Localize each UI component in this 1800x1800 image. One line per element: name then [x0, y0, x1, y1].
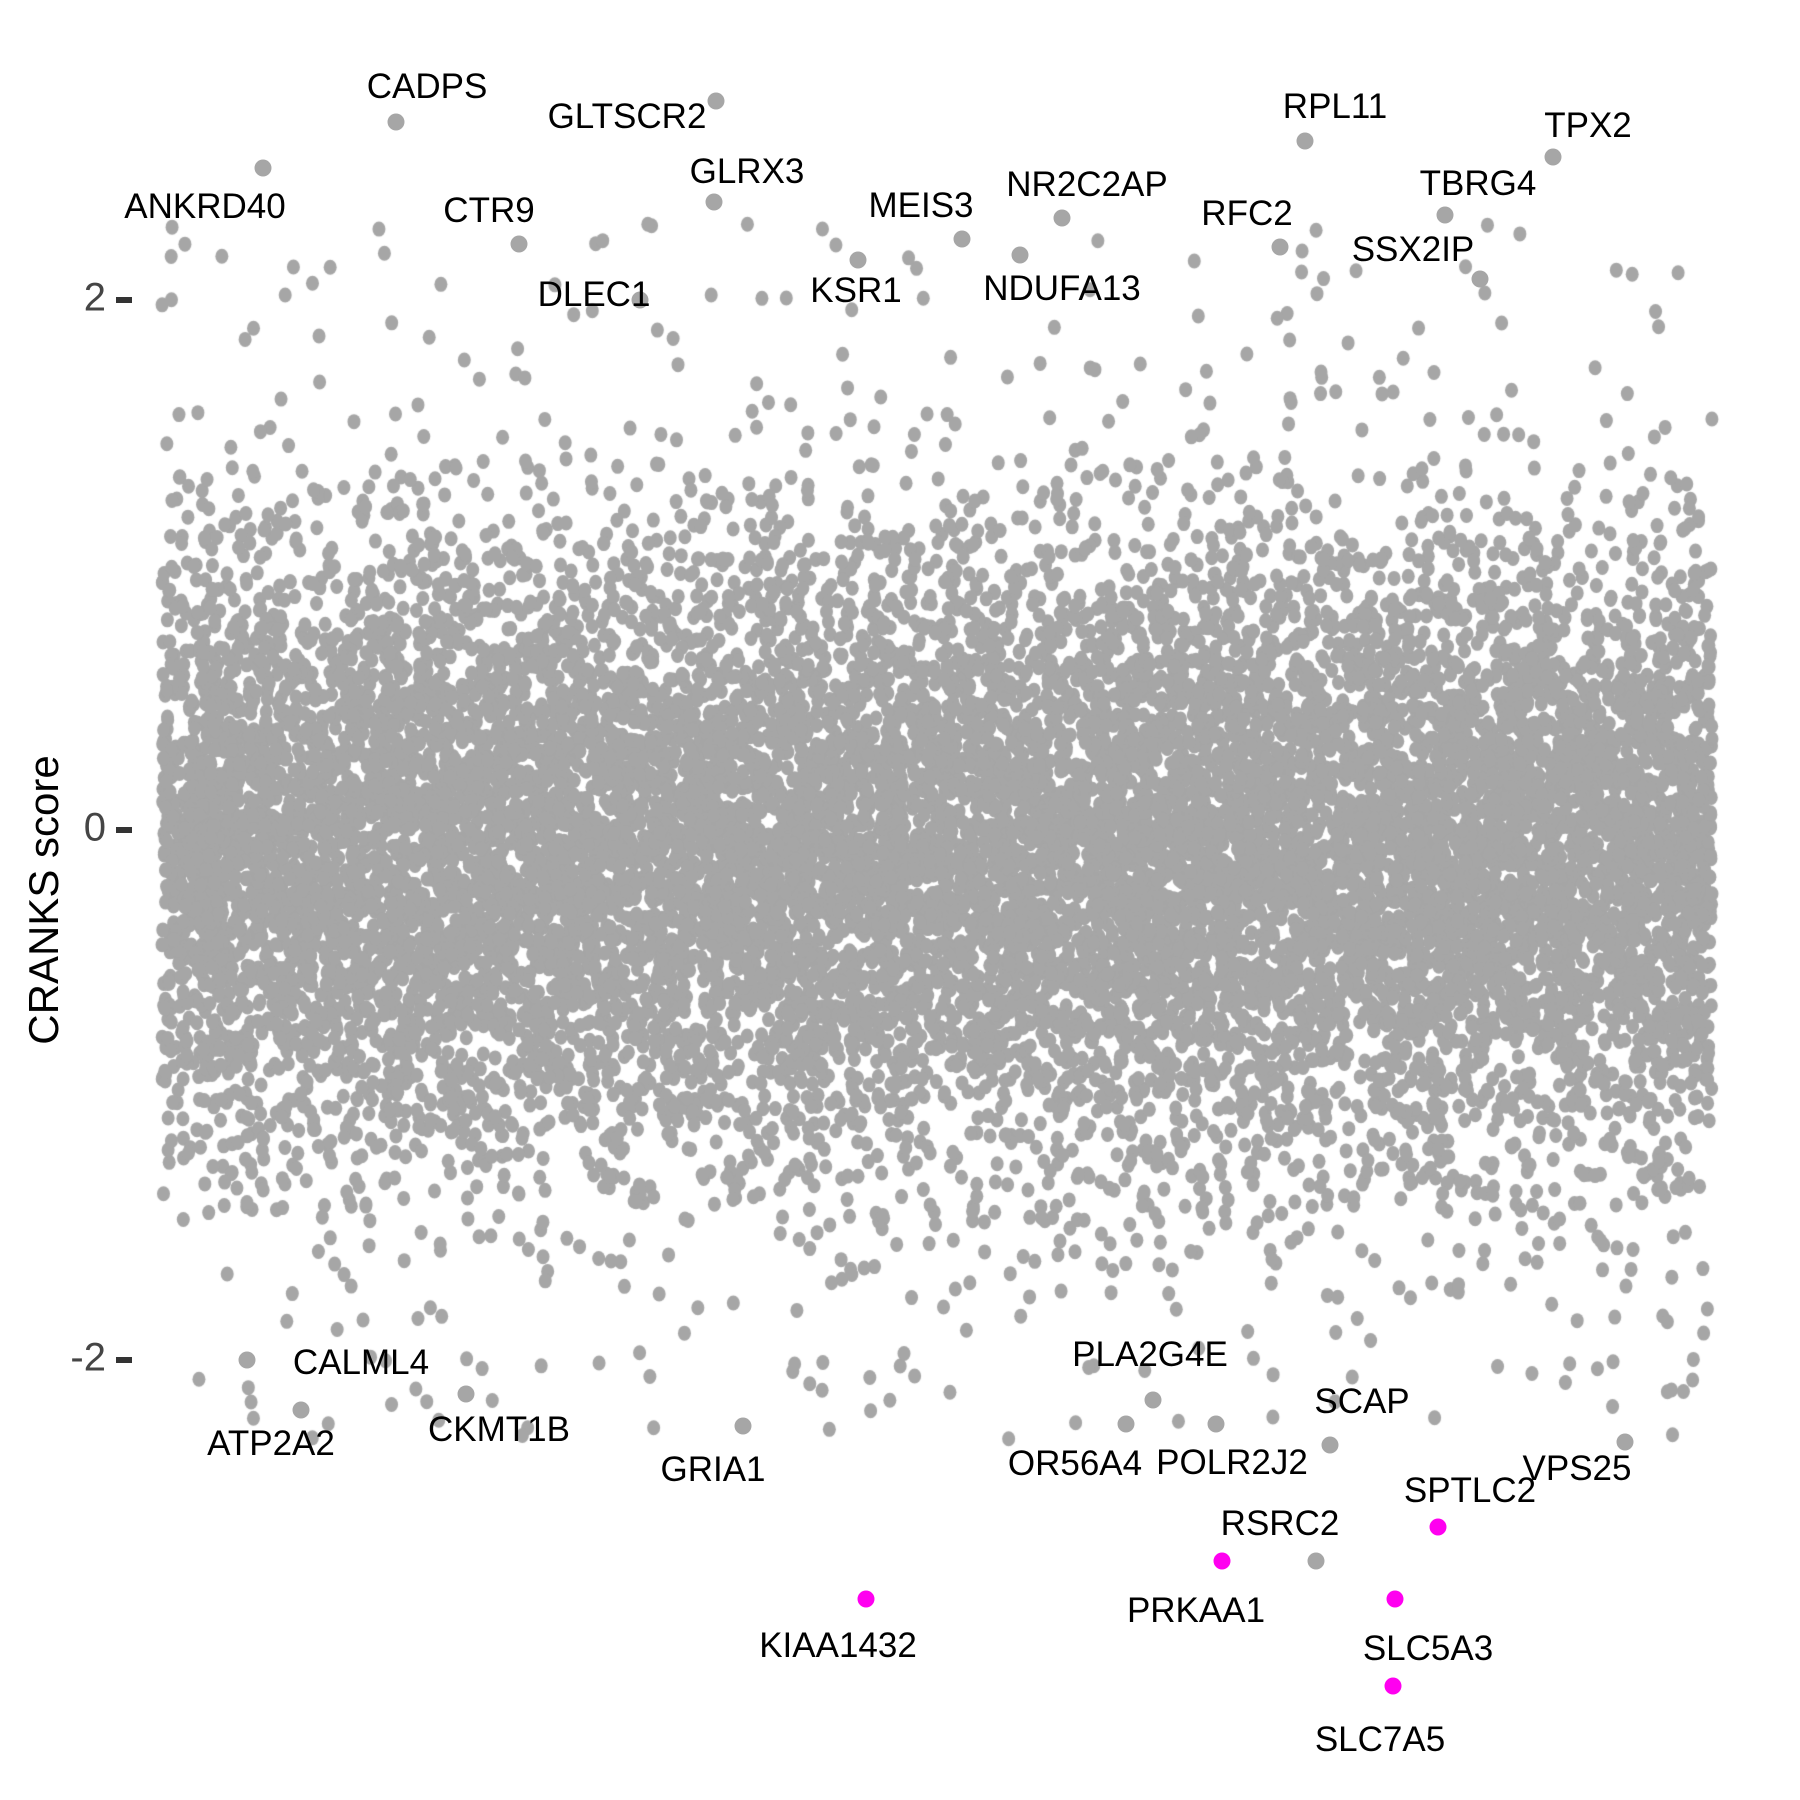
gene-dot-RFC2 — [1271, 238, 1289, 256]
gene-label-RPL11: RPL11 — [1282, 87, 1388, 126]
gene-dot-CALML4 — [238, 1351, 256, 1369]
gene-label-NDUFA13: NDUFA13 — [983, 268, 1141, 308]
gene-label-SPTLC2: SPTLC2 — [1403, 1470, 1537, 1510]
gene-dot-RPL11 — [1296, 132, 1314, 150]
gene-dot-SCAP — [1321, 1436, 1339, 1454]
gene-label-NR2C2AP: NR2C2AP — [1006, 164, 1168, 204]
y-tick-label--2: -2 — [70, 1335, 106, 1380]
gene-dot-CKMT1B — [457, 1385, 475, 1403]
gene-label-ATP2A2: ATP2A2 — [207, 1424, 335, 1464]
gene-label-PLA2G4E: PLA2G4E — [1072, 1334, 1228, 1374]
gene-label-POLR2J2: POLR2J2 — [1156, 1442, 1308, 1482]
gene-dot-CTR9 — [510, 235, 528, 253]
gene-label-CKMT1B: CKMT1B — [428, 1410, 570, 1450]
gene-label-SLC5A3: SLC5A3 — [1362, 1628, 1494, 1668]
gene-dot-CADPS — [387, 113, 405, 131]
gene-label-MEIS3: MEIS3 — [868, 186, 974, 226]
gene-label-PRKAA1: PRKAA1 — [1126, 1591, 1266, 1631]
gene-dot-ATP2A2 — [292, 1401, 310, 1419]
y-axis-title: CRANKS score — [20, 755, 68, 1044]
gene-label-SSX2IP: SSX2IP — [1351, 229, 1475, 269]
gene-label-RSRC2: RSRC2 — [1220, 1504, 1340, 1544]
gene-label-RFC2: RFC2 — [1201, 194, 1293, 233]
gene-label-TBRG4: TBRG4 — [1419, 164, 1537, 204]
y-axis-title-text: CRANKS score — [20, 755, 67, 1045]
gene-dot-GRIA1 — [734, 1417, 752, 1435]
gene-label-GLRX3: GLRX3 — [689, 151, 805, 191]
gene-dot-KSR1 — [849, 251, 867, 269]
gene-dot-NDUFA13 — [1011, 246, 1029, 264]
gene-dot-SSX2IP — [1471, 270, 1489, 288]
gene-label-DLEC1: DLEC1 — [537, 275, 651, 314]
gene-label-VPS25: VPS25 — [1522, 1449, 1632, 1489]
gene-label-ANKRD40: ANKRD40 — [124, 186, 286, 226]
gene-dot-GLRX3 — [705, 193, 723, 211]
gene-label-SLC7A5: SLC7A5 — [1314, 1719, 1446, 1759]
gene-dot-NR2C2AP — [1053, 209, 1071, 227]
gene-dot-TBRG4 — [1436, 206, 1454, 224]
highlighted-gene-dot-SLC5A3 — [1386, 1590, 1404, 1607]
gene-dot-VPS25 — [1616, 1433, 1634, 1451]
gene-label-GRIA1: GRIA1 — [660, 1450, 766, 1490]
gene-label-CTR9: CTR9 — [443, 191, 535, 231]
gene-label-CADPS: CADPS — [366, 67, 488, 107]
gene-dot-MEIS3 — [953, 230, 971, 248]
gene-dot-POLR2J2 — [1207, 1415, 1225, 1433]
gene-dot-TPX2 — [1544, 148, 1562, 166]
gene-label-OR56A4: OR56A4 — [1007, 1443, 1143, 1483]
gene-dot-DLEC1 — [631, 291, 649, 309]
y-tick-mark-0 — [116, 827, 132, 833]
highlighted-gene-dot-KIAA1432 — [857, 1590, 875, 1607]
gene-label-SCAP: SCAP — [1314, 1381, 1410, 1421]
y-tick-mark-2 — [116, 297, 132, 303]
gene-label-GLTSCR2: GLTSCR2 — [547, 97, 707, 137]
y-tick-label-0: 0 — [83, 805, 106, 850]
gene-label-TPX2: TPX2 — [1544, 105, 1632, 145]
gene-dot-ANKRD40 — [254, 159, 272, 176]
highlighted-gene-dot-SPTLC2 — [1429, 1518, 1447, 1536]
gene-dot-OR56A4 — [1117, 1415, 1135, 1433]
gene-dot-RSRC2 — [1307, 1552, 1325, 1570]
highlighted-gene-dot-PRKAA1 — [1213, 1552, 1231, 1570]
y-tick-label-2: 2 — [83, 275, 106, 320]
y-tick-mark--2 — [116, 1357, 132, 1363]
gene-label-KSR1: KSR1 — [810, 271, 902, 311]
gene-label-KIAA1432: KIAA1432 — [759, 1625, 917, 1665]
gene-dot-PLA2G4E — [1144, 1391, 1162, 1409]
gene-dot-GLTSCR2 — [707, 92, 725, 110]
gene-label-CALML4: CALML4 — [292, 1343, 430, 1382]
highlighted-gene-dot-SLC7A5 — [1384, 1677, 1402, 1695]
